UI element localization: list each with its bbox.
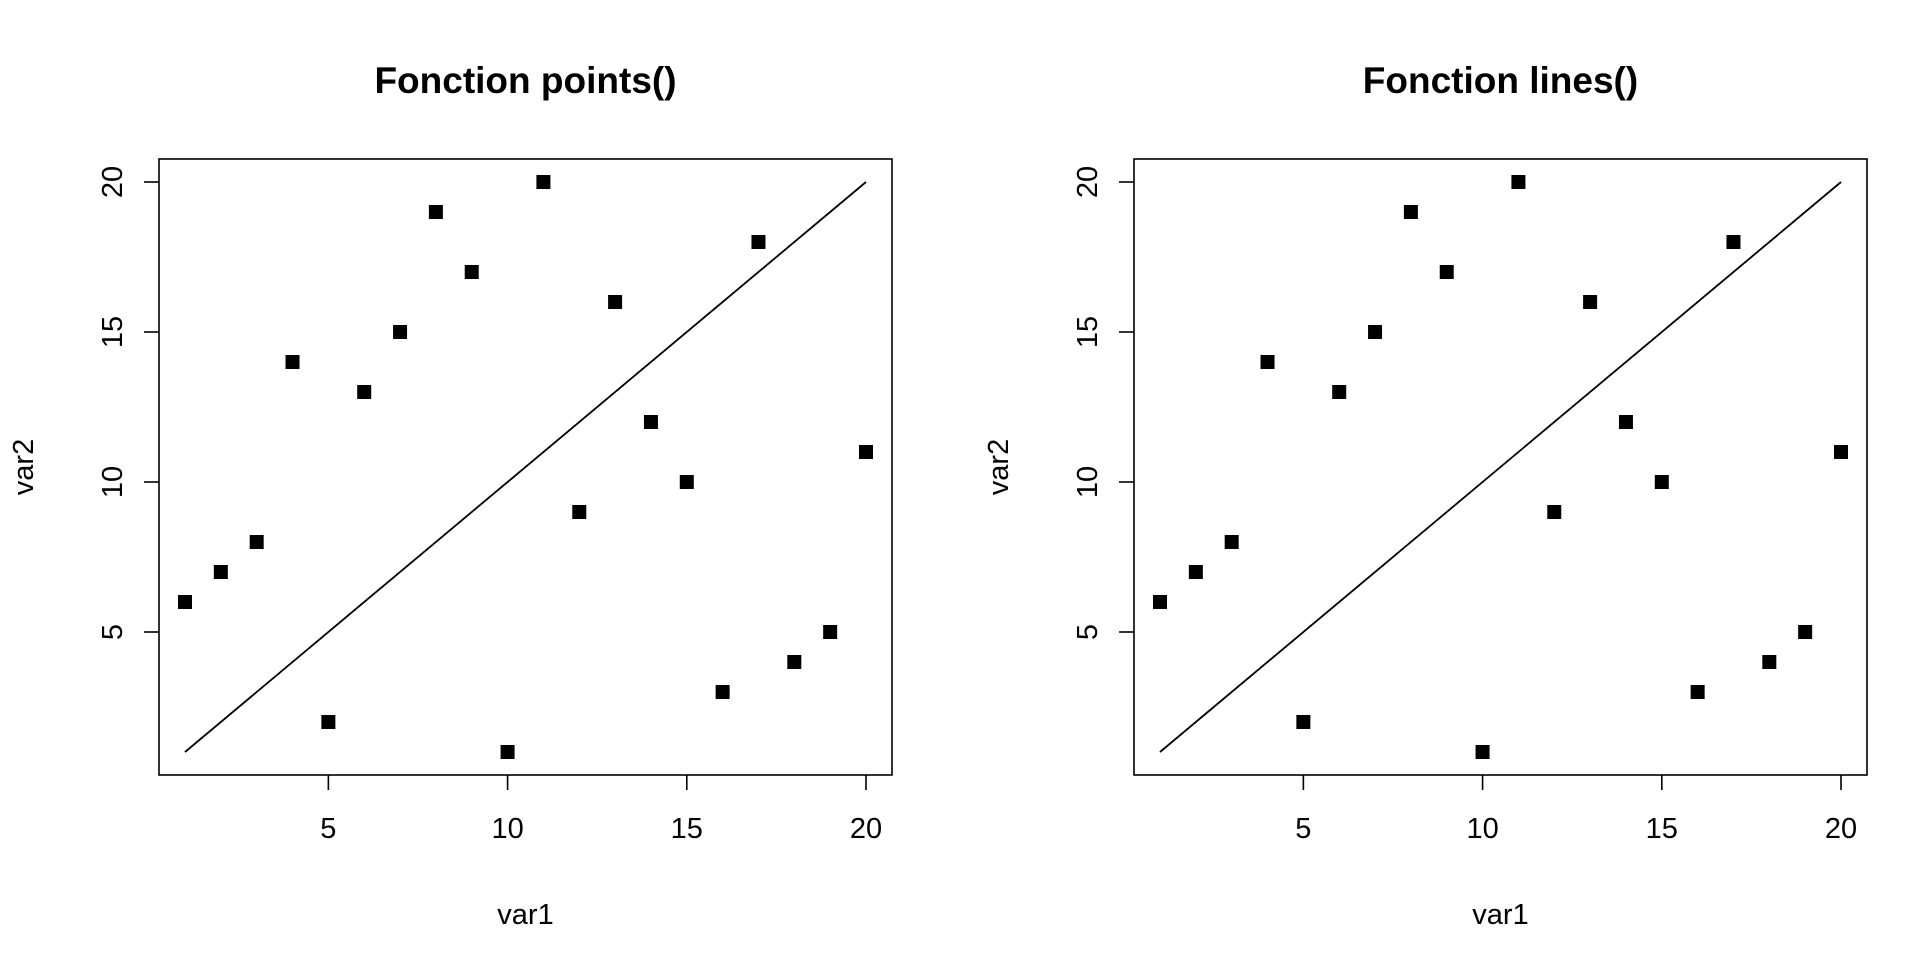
data-point: [1439, 265, 1454, 279]
data-points: [178, 175, 873, 759]
y-tick-label: 10: [1072, 466, 1104, 498]
data-point: [1475, 745, 1490, 759]
data-point: [715, 685, 730, 699]
data-point: [823, 625, 838, 639]
y-tick-label: 15: [1072, 316, 1104, 348]
data-point: [751, 235, 766, 249]
x-tick-label: 5: [320, 813, 336, 845]
plot-panel-lines: Fonction lines() 5 10 15 20 5 10 15 20 var1 va…: [983, 60, 1868, 931]
y-tick-label: 5: [97, 624, 129, 640]
data-point: [608, 295, 623, 309]
y-tick-label: 15: [97, 316, 129, 348]
data-point: [357, 385, 372, 399]
data-point: [1153, 595, 1167, 609]
plot-panel-points: Fonction points() 5 10 15 20 5 10 15 20 var1 v…: [8, 60, 893, 931]
data-point: [1403, 205, 1418, 219]
data-point: [500, 745, 515, 759]
reference-line-group: [1159, 181, 1842, 753]
data-point: [1547, 505, 1562, 519]
x-axis: 5 10 15 20: [1295, 775, 1857, 845]
data-point: [178, 595, 192, 609]
y-tick-label: 10: [97, 466, 129, 498]
data-point: [1618, 415, 1633, 429]
x-axis-label: var1: [497, 899, 553, 931]
plot-frame: [158, 158, 893, 776]
data-point: [464, 265, 479, 279]
x-tick-label: 15: [671, 813, 703, 845]
x-tick-label: 5: [1295, 813, 1311, 845]
data-point: [213, 565, 228, 579]
data-point: [393, 325, 408, 339]
y-axis-label: var2: [8, 439, 40, 495]
data-point: [679, 475, 694, 489]
data-point: [428, 205, 443, 219]
data-point: [1834, 445, 1848, 459]
reference-line-group: [184, 181, 867, 753]
reference-line: [1159, 181, 1842, 753]
plot-frame: [1133, 158, 1868, 776]
x-tick-label: 20: [850, 813, 882, 845]
x-axis-label: var1: [1472, 899, 1528, 931]
data-point: [1690, 685, 1705, 699]
data-point: [249, 535, 264, 549]
data-point: [787, 655, 802, 669]
data-point: [536, 175, 551, 189]
data-point: [1296, 715, 1311, 729]
data-point: [1583, 295, 1598, 309]
y-tick-label: 20: [1072, 166, 1104, 198]
x-tick-label: 10: [491, 813, 523, 845]
y-axis-label: var2: [983, 439, 1015, 495]
x-tick-label: 15: [1646, 813, 1678, 845]
data-point: [1332, 385, 1347, 399]
y-tick-label: 20: [97, 166, 129, 198]
data-point: [1224, 535, 1239, 549]
x-tick-label: 20: [1825, 813, 1857, 845]
data-point: [1188, 565, 1203, 579]
chart-title: Fonction lines(): [1363, 60, 1638, 101]
data-point: [1726, 235, 1741, 249]
y-axis: 5 10 15 20: [1072, 166, 1134, 640]
data-point: [1654, 475, 1669, 489]
y-tick-label: 5: [1072, 624, 1104, 640]
reference-line: [184, 181, 867, 753]
chart-title: Fonction points(): [374, 60, 676, 101]
data-point: [1798, 625, 1813, 639]
data-point: [859, 445, 873, 459]
data-points: [1153, 175, 1848, 759]
data-point: [1762, 655, 1777, 669]
data-point: [1368, 325, 1383, 339]
data-point: [572, 505, 587, 519]
data-point: [1511, 175, 1526, 189]
x-tick-label: 10: [1466, 813, 1498, 845]
data-point: [1260, 355, 1275, 369]
y-axis: 5 10 15 20: [97, 166, 159, 640]
data-point: [643, 415, 658, 429]
data-point: [285, 355, 300, 369]
x-axis: 5 10 15 20: [320, 775, 882, 845]
data-point: [321, 715, 336, 729]
